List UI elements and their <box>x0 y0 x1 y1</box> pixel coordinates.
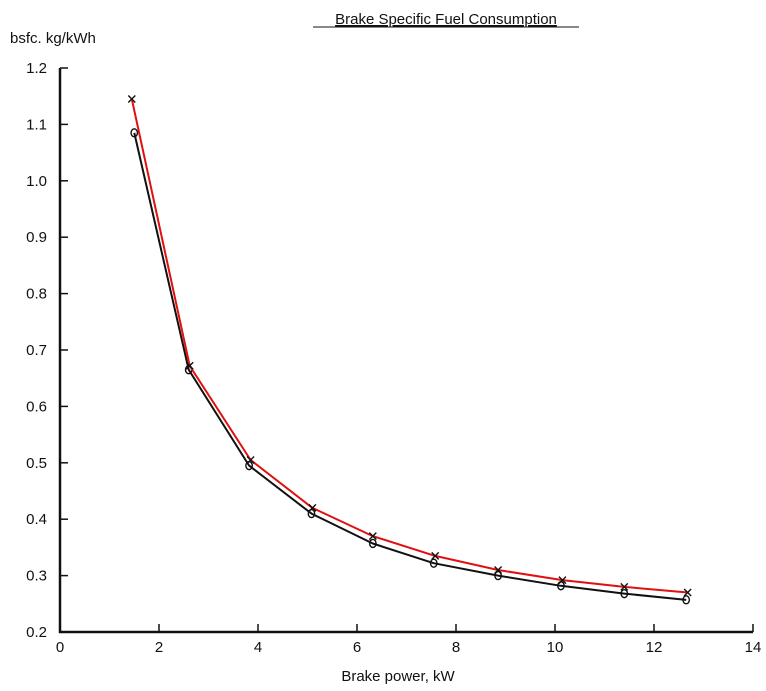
x-axis-label: Brake power, kW <box>341 668 455 685</box>
data-point-x <box>620 582 629 591</box>
data-point-x <box>431 551 440 560</box>
x-marker-stroke <box>620 582 629 591</box>
data-point-x <box>683 588 692 597</box>
series-o <box>130 128 691 605</box>
data-point-x <box>494 565 503 574</box>
y-tick-label: 0.9 <box>26 229 47 246</box>
data-point-x <box>308 503 317 512</box>
data-point-x <box>558 576 567 585</box>
series-x <box>127 95 692 597</box>
data-point-x <box>185 361 194 370</box>
x-tick-label: 0 <box>56 639 64 656</box>
x-marker-stroke <box>246 455 255 464</box>
data-point-o <box>368 538 377 549</box>
y-tick-label: 0.8 <box>26 286 47 303</box>
y-ticks: 0.2 0.3 0.4 0.5 0.6 0.7 0.8 0.9 1.0 1.1 1.2 <box>26 60 68 641</box>
y-tick-label: 0.4 <box>26 511 47 528</box>
y-tick-label: 0.5 <box>26 455 47 472</box>
data-point-o <box>494 570 502 581</box>
x-marker-stroke <box>494 565 503 574</box>
series-line-o <box>133 132 687 601</box>
x-marker-stroke <box>558 576 567 585</box>
x-marker-stroke <box>308 503 317 512</box>
x-tick-label: 12 <box>646 639 663 656</box>
y-tick-label: 1.1 <box>26 116 47 133</box>
x-marker-stroke <box>368 532 377 541</box>
x-tick-label: 6 <box>353 639 361 656</box>
y-tick-label: 0.2 <box>26 624 47 641</box>
x-tick-label: 8 <box>452 639 460 656</box>
x-ticks: 0 2 4 6 8 10 12 14 <box>56 624 762 656</box>
data-point-x <box>368 532 377 541</box>
x-tick-label: 14 <box>745 639 762 656</box>
x-marker-stroke <box>431 551 440 560</box>
data-point-x <box>127 95 136 104</box>
y-tick-label: 0.3 <box>26 568 47 585</box>
x-tick-label: 4 <box>254 639 262 656</box>
x-marker-stroke <box>127 95 136 104</box>
x-marker-stroke <box>185 361 194 370</box>
data-point-o <box>682 595 691 605</box>
data-point-o <box>429 558 438 568</box>
x-tick-label: 10 <box>547 639 564 656</box>
y-tick-label: 0.7 <box>26 342 47 359</box>
series-line-x <box>130 98 688 594</box>
series-layer <box>127 95 692 605</box>
y-tick-label: 1.2 <box>26 60 47 77</box>
y-tick-label: 0.6 <box>26 398 47 415</box>
x-tick-label: 2 <box>155 639 163 656</box>
data-point-o <box>130 128 139 138</box>
data-point-o <box>620 588 629 599</box>
axes <box>58 68 753 634</box>
chart-title: Brake Specific Fuel Consumption <box>335 11 557 28</box>
y-tick-label: 1.0 <box>26 173 47 190</box>
y-axis-label: bsfc. kg/kWh <box>10 30 96 47</box>
data-point-x <box>246 455 255 464</box>
x-marker-stroke <box>683 588 692 597</box>
